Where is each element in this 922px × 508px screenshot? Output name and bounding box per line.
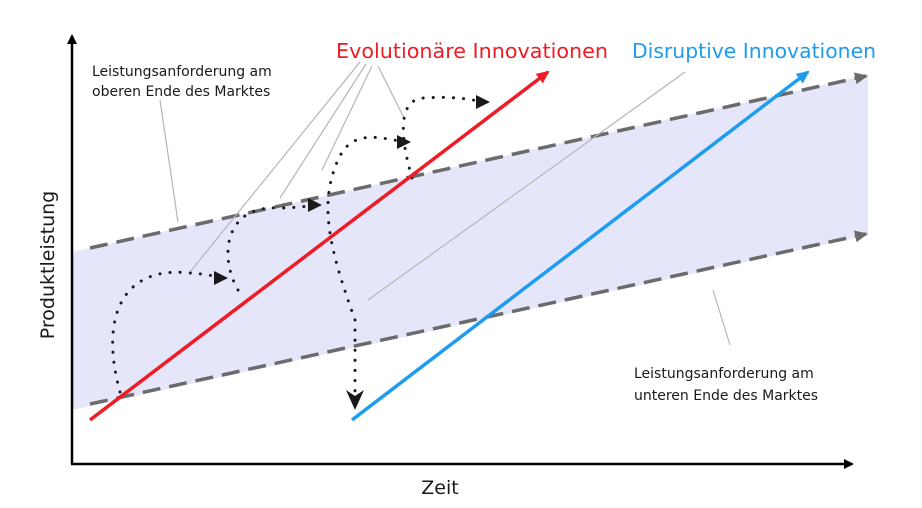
dotted-arrowhead-4 xyxy=(476,95,490,109)
lower-market-label-line1: Leistungsanforderung am xyxy=(634,366,814,382)
dotted-arrowhead-1 xyxy=(214,271,228,285)
leader-evo-4 xyxy=(377,65,405,119)
leader-evo-1 xyxy=(189,61,361,273)
evolutionary-title: Evolutionäre Innovationen xyxy=(336,39,608,63)
leader-disruptive xyxy=(367,71,686,301)
dotted-arrowhead-down xyxy=(346,390,364,410)
upper-market-line xyxy=(89,72,868,250)
evolutionary-line xyxy=(88,70,550,422)
leader-evo-3 xyxy=(321,65,373,171)
dotted-arrowhead-3 xyxy=(397,135,411,149)
x-axis-label: Zeit xyxy=(421,477,458,499)
disruptive-title: Disruptive Innovationen xyxy=(632,39,876,63)
lower-market-label-line2: unteren Ende des Marktes xyxy=(634,388,818,404)
upper-market-label-line2: oberen Ende des Marktes xyxy=(92,84,270,100)
leader-upper-market xyxy=(159,99,179,223)
leader-lower-market xyxy=(712,289,731,346)
lower-market-line xyxy=(89,230,868,406)
y-axis-label: Produktleistung xyxy=(37,191,59,339)
leader-evo-2 xyxy=(279,63,367,199)
dotted-arrowhead-2 xyxy=(308,198,322,212)
upper-market-label-line1: Leistungsanforderung am xyxy=(92,64,272,80)
leader-lines xyxy=(159,61,731,346)
disruptive-line xyxy=(350,70,810,422)
market-band xyxy=(72,75,868,410)
dotted-evolution-path xyxy=(111,95,485,394)
